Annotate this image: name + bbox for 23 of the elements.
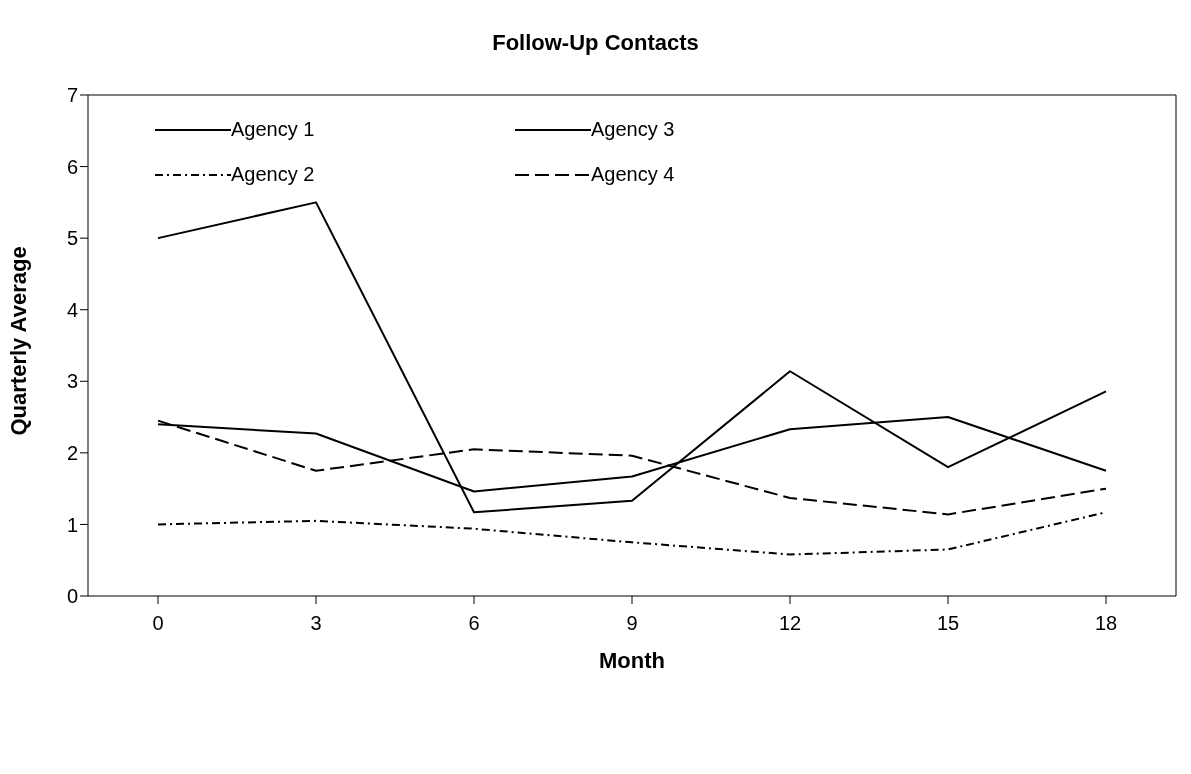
x-tick-label: 12 [778, 612, 802, 635]
x-tick-label: 6 [468, 612, 480, 635]
x-tick-label: 18 [1094, 612, 1118, 635]
x-tick-label: 0 [152, 612, 164, 635]
x-tick-label: 3 [310, 612, 322, 635]
y-tick-label: 1 [66, 513, 78, 536]
y-tick-label: 3 [66, 370, 78, 393]
legend-label: Agency 1 [231, 118, 315, 141]
x-tick-label: 15 [936, 612, 960, 635]
y-tick-label: 0 [66, 585, 78, 608]
line-series [157, 201, 1107, 514]
chart-title: Follow-Up Contacts [491, 29, 700, 57]
y-tick-label: 5 [66, 227, 78, 250]
legend-label: Agency 3 [591, 118, 675, 141]
y-tick-label: 7 [66, 84, 78, 107]
legend-label: Agency 4 [591, 163, 675, 186]
y-tick-label: 6 [66, 155, 78, 178]
legend-label: Agency 2 [231, 163, 315, 186]
x-axis-title: Month [599, 648, 665, 673]
y-tick-label: 2 [66, 441, 78, 464]
y-tick-label: 4 [66, 298, 78, 321]
x-tick-label: 9 [626, 612, 638, 635]
y-axis-title: Quarterly Average [5, 246, 31, 436]
